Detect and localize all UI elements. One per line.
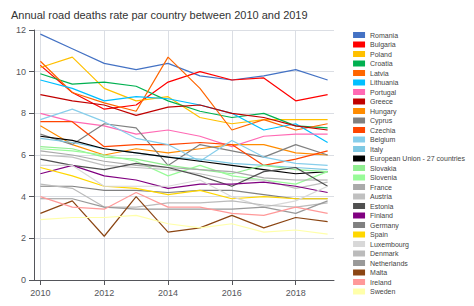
svg-text:Ireland: Ireland: [370, 279, 392, 286]
svg-text:Sweden: Sweden: [370, 288, 395, 295]
svg-text:Denmark: Denmark: [370, 250, 399, 257]
svg-text:Portugal: Portugal: [370, 89, 397, 97]
svg-text:Estonia: Estonia: [370, 203, 393, 210]
svg-text:Austria: Austria: [370, 193, 392, 200]
svg-text:Romania: Romania: [370, 32, 398, 39]
svg-text:Czechia: Czechia: [370, 127, 395, 134]
svg-text:Slovakia: Slovakia: [370, 165, 397, 172]
svg-text:Cyprus: Cyprus: [370, 117, 393, 125]
svg-text:8: 8: [21, 108, 26, 118]
svg-text:Spain: Spain: [370, 231, 388, 239]
svg-text:Slovenia: Slovenia: [370, 174, 397, 181]
svg-text:0: 0: [21, 275, 26, 285]
svg-text:Latvia: Latvia: [370, 70, 389, 77]
svg-text:Hungary: Hungary: [370, 108, 397, 116]
svg-text:European Union - 27 countries: European Union - 27 countries: [370, 155, 465, 163]
svg-text:Poland: Poland: [370, 51, 392, 58]
svg-text:2: 2: [21, 233, 26, 243]
svg-text:2014: 2014: [158, 288, 178, 298]
svg-text:Bulgaria: Bulgaria: [370, 41, 396, 49]
svg-text:Finland: Finland: [370, 212, 393, 219]
svg-text:6: 6: [21, 150, 26, 160]
svg-text:Belgium: Belgium: [370, 136, 395, 144]
svg-text:France: France: [370, 184, 392, 191]
svg-text:10: 10: [16, 67, 26, 77]
svg-text:12: 12: [16, 25, 26, 35]
svg-text:Netherlands: Netherlands: [370, 260, 408, 267]
svg-text:Italy: Italy: [370, 146, 383, 154]
svg-text:2010: 2010: [30, 288, 50, 298]
svg-text:4: 4: [21, 192, 26, 202]
svg-text:2012: 2012: [94, 288, 114, 298]
svg-text:Greece: Greece: [370, 98, 393, 105]
svg-text:Germany: Germany: [370, 222, 399, 230]
svg-text:2016: 2016: [222, 288, 242, 298]
svg-text:Malta: Malta: [370, 269, 387, 276]
svg-text:Annual road deaths rate par co: Annual road deaths rate par country betw…: [11, 9, 308, 21]
svg-text:2018: 2018: [286, 288, 306, 298]
svg-text:Croatia: Croatia: [370, 60, 393, 67]
svg-text:Luxembourg: Luxembourg: [370, 241, 409, 249]
svg-text:Lithuania: Lithuania: [370, 79, 399, 86]
